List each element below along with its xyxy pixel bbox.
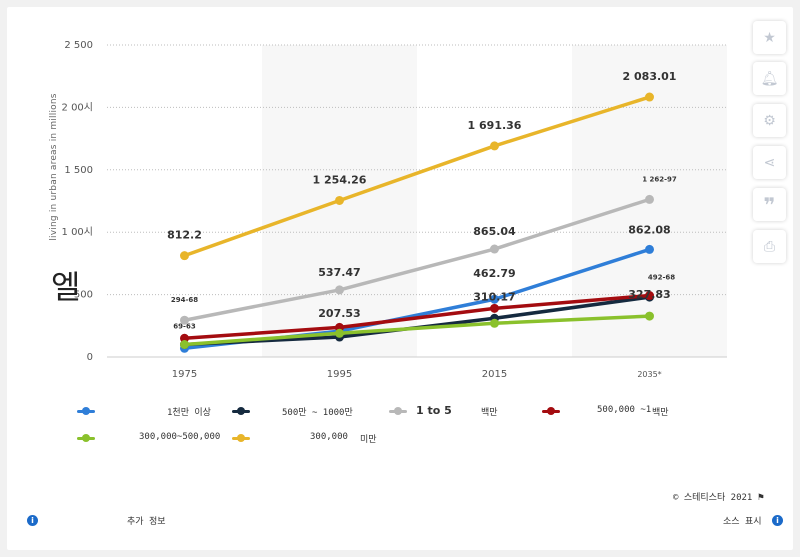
legend-label: 1천만 이상 xyxy=(167,408,211,418)
legend-item-1[interactable]: 1천만 이상 xyxy=(77,405,227,423)
series-line xyxy=(182,197,652,322)
favorite-button[interactable]: ★ xyxy=(753,21,786,54)
more-info-link[interactable]: 추가 정보 xyxy=(127,517,166,527)
data-label: 294-68 xyxy=(171,296,198,304)
legend-swatch xyxy=(232,434,250,442)
cite-button[interactable]: ❞ xyxy=(753,188,786,221)
data-point xyxy=(180,315,189,325)
y-tick-label: 2 00시 xyxy=(62,101,93,113)
data-point xyxy=(180,340,189,350)
y-axis-label: living in urban areas in millions xyxy=(49,93,59,241)
quote-icon: ❞ xyxy=(763,192,776,217)
data-point xyxy=(335,285,344,295)
legend-item-3[interactable]: 1 to 5 백만 xyxy=(389,404,539,423)
share-icon: ⋖ xyxy=(763,154,776,171)
settings-button[interactable]: ⚙ xyxy=(753,104,786,137)
overlay-glyph: 엘 xyxy=(51,268,81,306)
legend-label: 500,000 ~1 xyxy=(597,405,652,415)
legend-label-suffix: 백만 xyxy=(652,408,669,418)
y-tick-label: 1 00시 xyxy=(62,226,93,238)
y-tick-label: 0 xyxy=(87,352,93,363)
data-point xyxy=(490,294,499,304)
data-point xyxy=(645,244,654,254)
legend-label-suffix: 미만 xyxy=(360,435,377,445)
show-source-link[interactable]: 소스 표시 xyxy=(723,517,762,527)
data-label: 2 083.01 xyxy=(623,70,677,83)
legend-swatch xyxy=(542,407,560,415)
gear-icon: ⚙ xyxy=(763,112,776,129)
x-tick-label: 1975 xyxy=(172,369,197,380)
legend-item-4[interactable]: 500,000 ~1 백만 xyxy=(542,405,702,423)
y-tick-label: 2 500 xyxy=(64,40,93,51)
chart-svg: 2 500 2 00시 1 500 1 00시 500 0 1975 1995 2015 2035… xyxy=(62,40,727,380)
y-tick-label: 500 xyxy=(74,290,93,301)
data-point xyxy=(490,141,499,151)
legend-item-5[interactable]: 300,000~500,000 xyxy=(77,432,237,450)
credit-text: © 스테티스타 2021 xyxy=(673,493,753,503)
data-point xyxy=(335,328,344,338)
data-label: 865.04 xyxy=(473,225,516,238)
data-point xyxy=(180,251,189,261)
data-label: 537.47 xyxy=(318,266,360,279)
print-button[interactable]: ⎙ xyxy=(753,230,786,263)
y-tick-label: 1 500 xyxy=(64,165,93,176)
share-button[interactable]: ⋖ xyxy=(753,146,786,179)
info-icon[interactable]: i xyxy=(27,515,38,526)
data-point xyxy=(490,303,499,313)
data-point xyxy=(490,244,499,254)
data-label: 1 262-97 xyxy=(642,175,677,183)
legend-swatch xyxy=(77,434,95,442)
legend-label-suffix: 백만 xyxy=(481,408,498,418)
series-line xyxy=(182,293,652,341)
data-point xyxy=(645,194,654,204)
data-label: 1 254.26 xyxy=(313,173,367,186)
statista-credit[interactable]: © 스테티스타 2021 ⚑ xyxy=(673,490,764,503)
series-line xyxy=(182,95,652,258)
legend-label: 300,000~500,000 xyxy=(139,432,221,442)
x-tick-label: 2035* xyxy=(637,370,661,379)
legend-label: 300,000 xyxy=(310,432,348,442)
legend-swatch xyxy=(77,407,95,415)
data-label: 207.53 xyxy=(318,307,360,320)
data-label: 862.08 xyxy=(628,223,670,236)
legend-item-6[interactable]: 300,000 미만 xyxy=(232,432,412,450)
series-line xyxy=(182,314,652,347)
star-icon: ★ xyxy=(763,29,776,46)
x-tick-label: 2015 xyxy=(482,369,507,380)
data-label: 812.2 xyxy=(167,229,202,242)
data-point xyxy=(645,291,654,301)
legend-label: 1 to 5 xyxy=(416,404,452,417)
data-label: 462.79 xyxy=(473,267,515,280)
legend-swatch xyxy=(389,407,407,415)
print-icon: ⎙ xyxy=(763,238,776,255)
legend-swatch xyxy=(232,407,250,415)
data-point xyxy=(335,195,344,205)
data-label: 310.17 xyxy=(473,290,515,303)
bell-icon: 🔔︎ xyxy=(760,70,779,87)
data-label: 327.83 xyxy=(628,288,670,301)
data-label: 1 691.36 xyxy=(468,119,522,132)
flag-icon: ⚑ xyxy=(757,492,764,503)
data-label: 492-68 xyxy=(648,274,675,282)
chart-card: 2 500 2 00시 1 500 1 00시 500 0 1975 1995 2015 2035… xyxy=(7,7,793,550)
notification-button[interactable]: 🔔︎ xyxy=(753,62,786,95)
legend-item-2[interactable]: 500만 ~ 1000만 xyxy=(232,405,382,423)
info-icon[interactable]: i xyxy=(772,515,783,526)
x-tick-label: 1995 xyxy=(327,369,352,380)
data-point xyxy=(490,318,499,328)
legend-label: 500만 ~ 1000만 xyxy=(282,408,353,418)
data-label: 69-63 xyxy=(173,322,196,330)
data-point xyxy=(645,92,654,102)
data-point xyxy=(645,311,654,321)
